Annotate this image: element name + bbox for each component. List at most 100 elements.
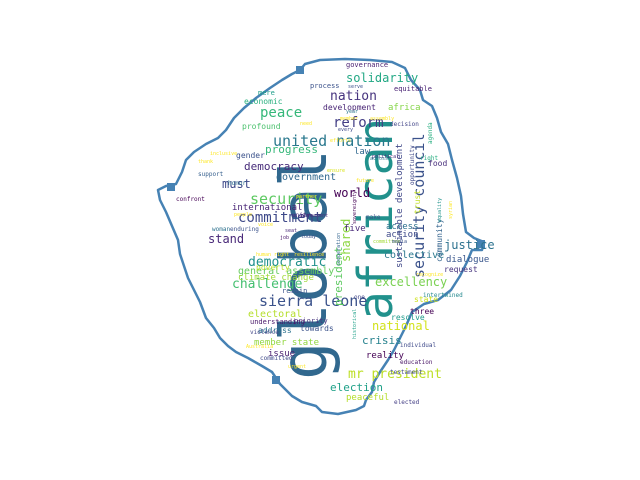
- cloud-word: elected: [394, 399, 420, 406]
- cloud-word: sovereignty: [352, 191, 358, 224]
- cloud-word: solidarity: [346, 71, 418, 85]
- cloud-word: assembly: [370, 116, 394, 122]
- cloud-word: reform: [333, 115, 384, 131]
- cloud-word: towards: [300, 324, 334, 333]
- cloud-word: unity: [292, 212, 310, 219]
- cloud-word: community: [435, 218, 444, 262]
- cloud-word: honor: [228, 180, 246, 187]
- cloud-word: opportunity: [409, 145, 416, 185]
- cloud-word: understanding: [250, 318, 305, 326]
- cloud-word: government: [276, 172, 336, 183]
- cloud-word: equality: [437, 198, 443, 222]
- cloud-word: law: [354, 147, 371, 157]
- cloud-word: election: [330, 381, 383, 394]
- cloud-word: excellency: [375, 275, 447, 289]
- cloud-word: year: [346, 109, 358, 115]
- cloud-word: seat: [285, 228, 297, 234]
- cloud-word: urgent: [288, 364, 306, 370]
- cloud-word: security: [250, 190, 322, 208]
- cloud-word: priority: [294, 317, 328, 325]
- cloud-word: peaceful: [346, 393, 389, 403]
- cloud-word: human right: [256, 252, 289, 258]
- cloud-mask-outline: [156, 57, 486, 416]
- cloud-word: permanent: [301, 213, 328, 219]
- cloud-word: poverty: [256, 263, 290, 272]
- cloud-word: equitable: [394, 85, 432, 93]
- cloud-word: member: [340, 116, 358, 122]
- cloud-word: electoral: [248, 309, 302, 320]
- cloud-word: future: [356, 178, 374, 184]
- cloud-word: Australia: [246, 344, 273, 350]
- cloud-word: job: [280, 235, 289, 241]
- cloud-word: world: [334, 186, 370, 200]
- cloud-word: five: [344, 224, 366, 234]
- cloud-word: address: [258, 326, 292, 335]
- cloud-word: need: [300, 121, 312, 127]
- mask-bump: [167, 183, 175, 191]
- mask-bump: [296, 66, 304, 74]
- cloud-word: resilience: [294, 252, 324, 258]
- cloud-word: president: [332, 246, 345, 306]
- cloud-word: committed: [260, 355, 293, 362]
- cloud-word: crisis: [362, 334, 402, 347]
- cloud-word: reality: [366, 351, 405, 361]
- cloud-word: resolve: [391, 313, 425, 322]
- cloud-word: recognize: [416, 272, 443, 278]
- cloud-word: stand: [208, 232, 244, 246]
- cloud-word: economic: [244, 97, 283, 106]
- cloud-word: shared: [339, 219, 353, 262]
- cloud-word: intertwined: [423, 292, 463, 299]
- cloud-word: one: [354, 294, 365, 301]
- cloud-word: inclusive: [210, 151, 237, 157]
- cloud-word: africa: [388, 103, 421, 113]
- cloud-word: mr president: [348, 367, 442, 382]
- cloud-word: global: [268, 149, 342, 380]
- cloud-word: woman: [212, 226, 230, 233]
- cloud-word: mere: [258, 89, 275, 97]
- cloud-word: media: [392, 239, 407, 245]
- cloud-word: collective: [384, 250, 444, 261]
- cloud-word: process: [310, 82, 340, 90]
- cloud-word: testament: [390, 369, 423, 376]
- cloud-word: dialogue: [446, 255, 489, 265]
- cloud-word: trust: [413, 190, 422, 214]
- cloud-word: sierra leone: [259, 292, 367, 310]
- cloud-word: decision: [390, 121, 419, 128]
- cloud-word: challenge: [232, 277, 303, 292]
- cloud-word: peace: [260, 105, 302, 121]
- cloud-word: political: [372, 154, 399, 160]
- cloud-word: cooperation: [336, 233, 342, 266]
- cloud-word: general assembly: [238, 266, 334, 277]
- cloud-word: governance: [346, 61, 388, 69]
- cloud-word: voice: [258, 222, 273, 228]
- cloud-word: african: [348, 118, 404, 320]
- cloud-word: agenda: [427, 122, 434, 144]
- cloud-word: development: [323, 103, 376, 112]
- cloud-word: thank: [198, 159, 213, 165]
- cloud-word: food: [428, 159, 447, 168]
- cloud-word: make: [366, 214, 381, 221]
- cloud-word: gender: [236, 151, 265, 160]
- cloud-word: request: [444, 265, 478, 274]
- cloud-word: partner: [296, 194, 317, 200]
- cloud-word: action: [386, 230, 419, 240]
- cloud-word: nation: [330, 89, 377, 104]
- cloud-word: issue: [268, 349, 295, 359]
- cloud-word: state: [414, 295, 438, 304]
- cloud-word: justice: [444, 238, 495, 252]
- cloud-word: sustainable development: [395, 143, 405, 268]
- cloud-word: individual: [400, 342, 437, 349]
- mask-bump: [272, 376, 280, 384]
- cloud-word: remain: [282, 287, 307, 295]
- cloud-word: profound: [242, 122, 281, 131]
- cloud-word: support: [198, 171, 224, 178]
- cloud-word: member state: [254, 338, 319, 348]
- cloud-word: commitment: [238, 210, 322, 226]
- cloud-word: right: [420, 155, 438, 162]
- cloud-word: today: [301, 234, 316, 240]
- cloud-word: violence: [250, 329, 279, 336]
- cloud-word: syrian: [448, 201, 454, 219]
- cloud-word: historical: [352, 309, 358, 339]
- cloud-word: security council: [410, 134, 428, 279]
